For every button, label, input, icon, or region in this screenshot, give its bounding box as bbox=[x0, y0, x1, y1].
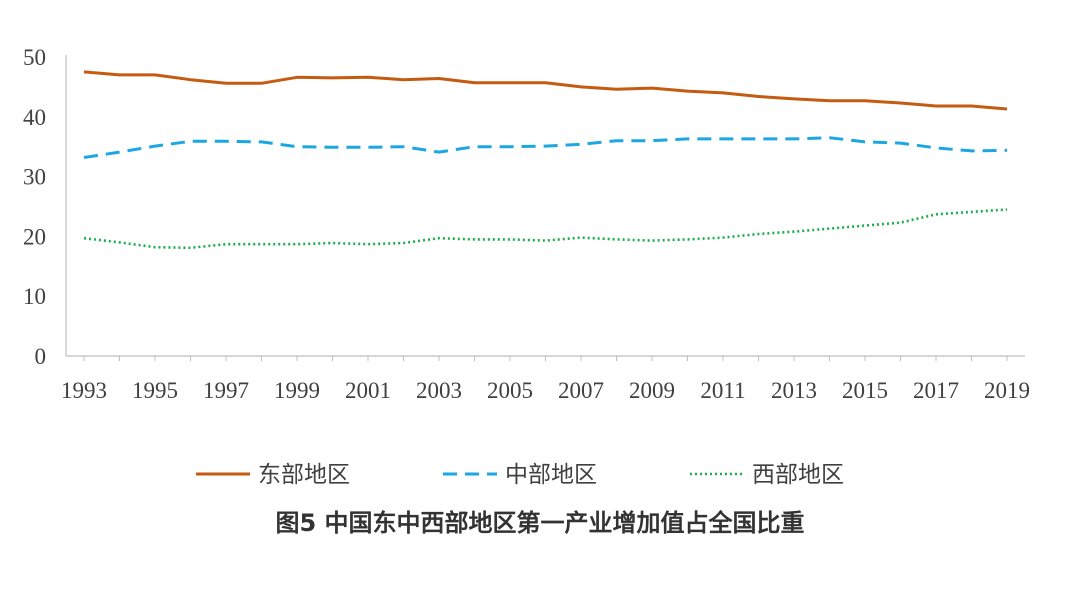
central-series-line bbox=[83, 136, 1008, 159]
x-tick-label: 2015 bbox=[842, 378, 888, 403]
y-tick-label: 10 bbox=[23, 284, 46, 309]
x-tick-label: 2011 bbox=[700, 378, 745, 403]
x-tick-label: 1999 bbox=[274, 378, 320, 403]
y-tick-label: 40 bbox=[23, 105, 46, 130]
x-tick-label: 2007 bbox=[558, 378, 604, 403]
y-tick-label: 30 bbox=[23, 165, 46, 190]
legend-label: 西部地区 bbox=[752, 462, 844, 487]
x-tick-label: 2019 bbox=[984, 378, 1030, 403]
legend-label: 中部地区 bbox=[505, 462, 597, 487]
x-axis-tick-labels: 1993 1995 1997 1999 2001 2003 2005 2007 2009 2011… bbox=[61, 378, 1030, 403]
x-tick-label: 2009 bbox=[629, 378, 675, 403]
y-tick-label: 0 bbox=[35, 344, 47, 369]
x-tick-label: 2013 bbox=[771, 378, 817, 403]
x-axis-ticks bbox=[83, 356, 1008, 361]
x-tick-label: 2001 bbox=[345, 378, 391, 403]
line-chart: 0 10 20 30 40 50 1993 1995 1997 1999 2001 2003 2005… bbox=[23, 45, 1030, 487]
figure-caption: 图5 中国东中西部地区第一产业增加值占全国比重 bbox=[275, 509, 805, 537]
x-tick-label: 2005 bbox=[487, 378, 533, 403]
x-tick-label: 1995 bbox=[132, 378, 178, 403]
x-tick-label: 1997 bbox=[203, 378, 249, 403]
x-tick-label: 1993 bbox=[61, 378, 107, 403]
y-tick-label: 20 bbox=[23, 224, 46, 249]
legend-label: 东部地区 bbox=[258, 462, 350, 487]
x-tick-label: 2017 bbox=[913, 378, 959, 403]
series-lines bbox=[83, 70, 1008, 250]
east-series-line bbox=[83, 70, 1008, 111]
y-axis-tick-labels: 0 10 20 30 40 50 bbox=[23, 45, 46, 369]
west-series-line bbox=[83, 208, 1008, 250]
x-tick-label: 2003 bbox=[416, 378, 462, 403]
legend: 东部地区 中部地区 西部地区 bbox=[196, 462, 844, 487]
y-tick-label: 50 bbox=[23, 45, 46, 70]
